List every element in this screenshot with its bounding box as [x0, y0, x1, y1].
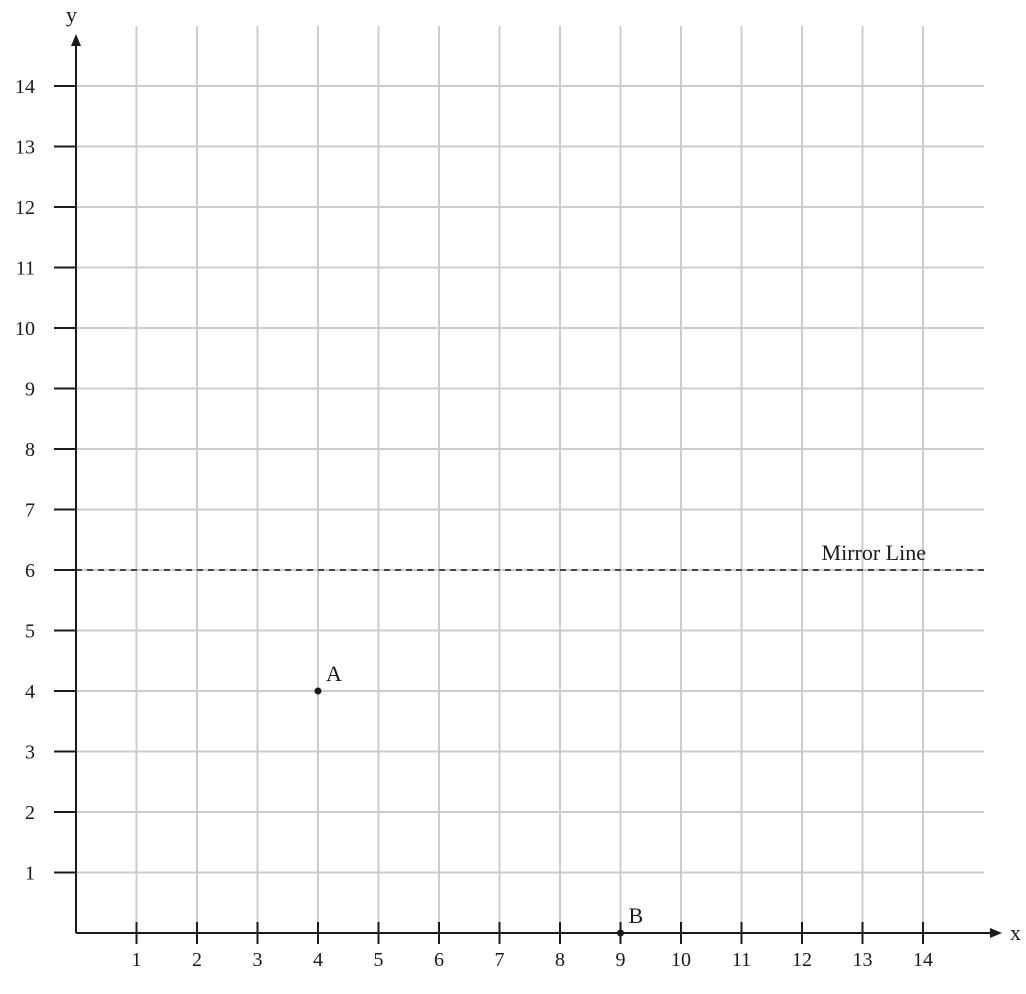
y-tick-label: 2 — [25, 802, 35, 824]
y-tick-label: 11 — [16, 258, 35, 280]
y-tick-label: 4 — [25, 681, 35, 703]
x-tick-label: 6 — [434, 949, 444, 971]
y-tick-label: 14 — [15, 76, 35, 98]
mirror-line-label: Mirror Line — [822, 540, 926, 565]
x-tick-label: 7 — [495, 949, 505, 971]
axes: x y — [66, 2, 1021, 945]
y-tick-label: 10 — [15, 318, 35, 340]
y-tick-label: 6 — [25, 560, 35, 582]
x-tick-label: 3 — [253, 949, 263, 971]
x-tick-label: 8 — [555, 949, 565, 971]
x-tick-label: 10 — [671, 949, 691, 971]
x-tick-label: 4 — [313, 949, 323, 971]
y-tick-label: 8 — [25, 439, 35, 461]
x-tick-label: 14 — [913, 949, 933, 971]
mirror-line-group: Mirror Line — [76, 540, 984, 571]
y-axis-label: y — [66, 2, 77, 27]
y-tick-label: 7 — [25, 500, 35, 522]
x-tick-label: 9 — [616, 949, 626, 971]
y-tick-label: 13 — [15, 137, 35, 159]
y-axis-arrow-icon — [71, 34, 81, 46]
y-tick-label: 3 — [25, 742, 35, 764]
point-a-marker — [314, 687, 322, 695]
x-tick-label: 2 — [192, 949, 202, 971]
y-tick-label: 1 — [25, 863, 35, 885]
x-axis-arrow-icon — [990, 928, 1002, 938]
x-tick-label: 5 — [374, 949, 384, 971]
x-tick-label: 12 — [792, 949, 812, 971]
grid-lines — [76, 26, 984, 933]
plotted-points: AB — [314, 661, 644, 937]
x-tick-label: 11 — [732, 949, 751, 971]
point-a-label: A — [326, 661, 342, 686]
y-tick-label: 12 — [15, 197, 35, 219]
x-tick-label: 13 — [853, 949, 873, 971]
y-tick-label: 9 — [25, 379, 35, 401]
x-tick-label: 1 — [132, 949, 142, 971]
point-b-label: B — [629, 903, 644, 928]
x-axis-label: x — [1010, 920, 1021, 945]
y-tick-label: 5 — [25, 621, 35, 643]
point-b-marker — [617, 929, 624, 937]
